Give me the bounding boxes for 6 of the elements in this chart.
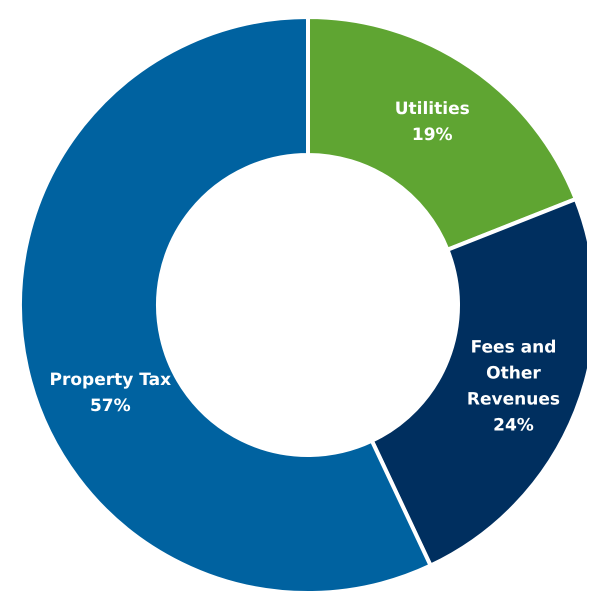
slice-label: Fees and Other Revenues <box>466 337 560 410</box>
slice-label: Property Tax <box>50 370 172 390</box>
data-label: 24% <box>493 415 534 436</box>
slice-label: Utilities <box>394 99 470 120</box>
data-label: 57% <box>90 396 131 416</box>
data-label: 19% <box>412 125 453 146</box>
